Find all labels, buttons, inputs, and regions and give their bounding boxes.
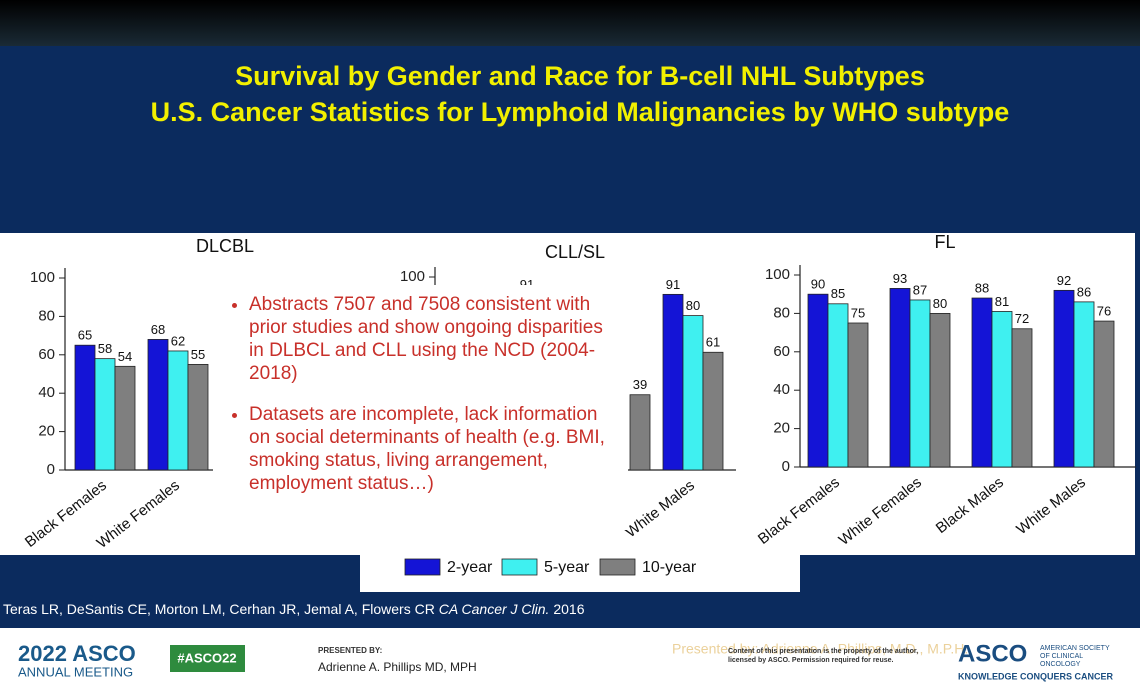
legend-swatch — [599, 558, 636, 576]
value-label: 86 — [1077, 284, 1091, 299]
value-label: 55 — [191, 347, 205, 362]
bar — [702, 351, 724, 471]
bar — [629, 394, 651, 471]
bar — [682, 315, 704, 471]
y-tick-label: 80 — [38, 307, 55, 324]
bar — [971, 297, 993, 468]
top-bar — [0, 0, 1140, 46]
legend-label: 5-year — [544, 559, 590, 576]
society: AMERICAN SOCIETY OF CLINICAL ONCOLOGY — [1040, 645, 1110, 668]
legend-swatch — [501, 558, 538, 576]
y-tick-label: 100 — [30, 269, 55, 286]
y-tick-label: 80 — [773, 304, 790, 321]
y-tick-label: 100 — [765, 266, 790, 283]
bar — [94, 358, 116, 471]
legend-label: 2-year — [447, 559, 493, 576]
presenter: Adrienne A. Phillips MD, MPH — [318, 660, 477, 674]
value-label: 87 — [913, 282, 927, 297]
citation: Teras LR, DeSantis CE, Morton LM, Cerhan… — [3, 601, 585, 617]
legend-swatch — [404, 558, 441, 576]
presented-by: PRESENTED BY: — [318, 646, 382, 655]
asco-logo: ASCO — [958, 640, 1027, 667]
value-label: 68 — [151, 322, 165, 337]
y-tick-label: 0 — [47, 461, 55, 478]
bar — [114, 365, 136, 471]
tagline: KNOWLEDGE CONQUERS CANCER — [958, 671, 1114, 681]
y-tick-label: 20 — [38, 423, 55, 440]
y-tick-label: 40 — [773, 381, 790, 398]
bar — [909, 299, 931, 468]
bullet-list: Abstracts 7507 and 7508 consistent with … — [225, 293, 618, 495]
value-label: 91 — [666, 277, 680, 292]
value-label: 39 — [633, 377, 647, 392]
value-label: 65 — [78, 328, 92, 343]
value-label: 62 — [171, 333, 185, 348]
meeting: ANNUAL MEETING — [18, 664, 133, 679]
value-label: 54 — [118, 349, 132, 364]
y-tick-label: 60 — [773, 343, 790, 360]
text-box: Abstracts 7507 and 7508 consistent with … — [213, 285, 628, 530]
chart-title: CLL/SL — [545, 242, 605, 262]
value-label: 75 — [851, 305, 865, 320]
y-tick-label: 100 — [400, 268, 425, 285]
citation-year: 2016 — [549, 601, 584, 617]
bar — [1053, 289, 1075, 468]
value-label: 80 — [933, 296, 947, 311]
y-tick-label: 20 — [773, 420, 790, 437]
bar — [147, 339, 169, 471]
bar — [889, 288, 911, 468]
y-tick-label: 40 — [38, 384, 55, 401]
value-label: 61 — [706, 335, 720, 350]
value-label: 76 — [1097, 304, 1111, 319]
value-label: 72 — [1015, 311, 1029, 326]
hashtag-badge — [170, 645, 245, 672]
bullet: Abstracts 7507 and 7508 consistent with … — [249, 293, 618, 385]
legend: 2-year 5-year 10-year — [404, 558, 697, 576]
y-tick-label: 60 — [38, 346, 55, 363]
bar — [662, 293, 684, 471]
value-label: 80 — [686, 298, 700, 313]
chart-title: DLCBL — [196, 236, 254, 256]
value-label: 85 — [831, 286, 845, 301]
value-label: 58 — [98, 341, 112, 356]
bar — [827, 303, 849, 468]
title-line: Survival by Gender and Race for B-cell N… — [235, 61, 925, 91]
legend-label: 10-year — [642, 559, 697, 576]
y-tick-label: 0 — [782, 458, 790, 475]
value-label: 93 — [893, 271, 907, 286]
bar — [807, 293, 829, 468]
bar — [167, 350, 189, 471]
value-label: 88 — [975, 280, 989, 295]
meeting-year: 2022 ASCO — [18, 641, 136, 666]
title-line: U.S. Cancer Statistics for Lymphoid Mali… — [151, 97, 1010, 127]
bar — [74, 344, 96, 471]
bar — [1073, 301, 1095, 468]
value-label: 81 — [995, 294, 1009, 309]
bar — [991, 311, 1013, 468]
hashtag: #ASCO22 — [177, 650, 236, 665]
bar — [187, 363, 209, 471]
bar — [1011, 328, 1033, 468]
bullet: Datasets are incomplete, lack informatio… — [249, 403, 618, 495]
citation-journal: CA Cancer J Clin. — [439, 601, 550, 617]
value-label: 90 — [811, 277, 825, 292]
bar — [847, 322, 869, 468]
watermark: Presented by: Adrienne A. Phillips, M.D.… — [672, 641, 968, 657]
citation-authors: Teras LR, DeSantis CE, Morton LM, Cerhan… — [3, 601, 439, 617]
value-label: 92 — [1057, 273, 1071, 288]
bar — [1093, 320, 1115, 468]
bar — [929, 312, 951, 468]
chart-title: FL — [934, 232, 955, 252]
notice: Content of this presentation is the prop… — [728, 648, 919, 664]
